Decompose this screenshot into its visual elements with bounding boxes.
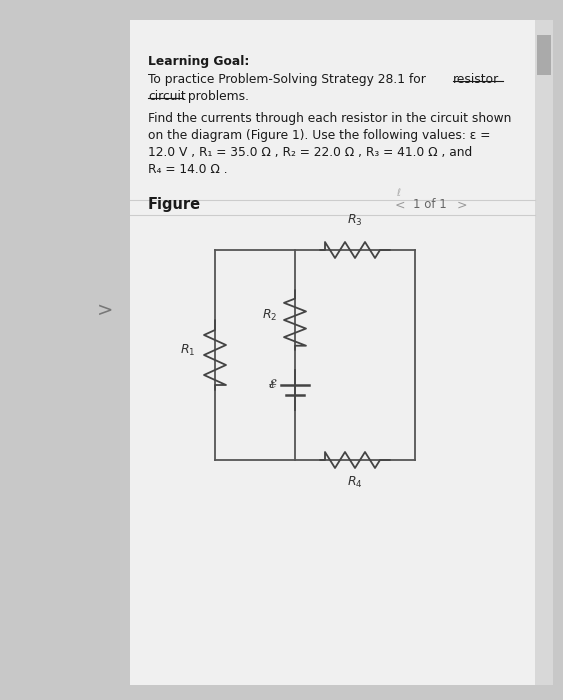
Bar [535,20,553,685]
Text: on the diagram (Figure 1). Use the following values: ε =: on the diagram (Figure 1). Use the follo… [148,129,490,142]
Text: $R_4$: $R_4$ [347,475,363,490]
Bar [130,20,535,685]
Text: Figure: Figure [148,197,201,213]
Text: <: < [395,199,405,211]
Text: >: > [97,300,113,319]
Text: +: + [267,380,277,390]
Text: ℓ: ℓ [396,188,400,198]
Text: 1 of 1: 1 of 1 [413,199,447,211]
Text: $R_1$: $R_1$ [180,342,195,358]
Text: >: > [457,199,467,211]
Text: $R_2$: $R_2$ [262,307,277,323]
Text: To practice Problem-Solving Strategy 28.1 for: To practice Problem-Solving Strategy 28.… [148,73,430,86]
Text: circuit: circuit [148,90,186,103]
Text: $\mathcal{E}$: $\mathcal{E}$ [267,379,277,391]
Text: $R_3$: $R_3$ [347,213,363,228]
Bar [537,35,551,75]
Text: 12.0 V , R₁ = 35.0 Ω , R₂ = 22.0 Ω , R₃ = 41.0 Ω , and: 12.0 V , R₁ = 35.0 Ω , R₂ = 22.0 Ω , R₃ … [148,146,472,159]
Text: Find the currents through each resistor in the circuit shown: Find the currents through each resistor … [148,112,511,125]
Text: R₄ = 14.0 Ω .: R₄ = 14.0 Ω . [148,163,227,176]
Text: resistor: resistor [453,73,499,86]
Text: problems.: problems. [184,90,249,103]
Text: Learning Goal:: Learning Goal: [148,55,249,68]
